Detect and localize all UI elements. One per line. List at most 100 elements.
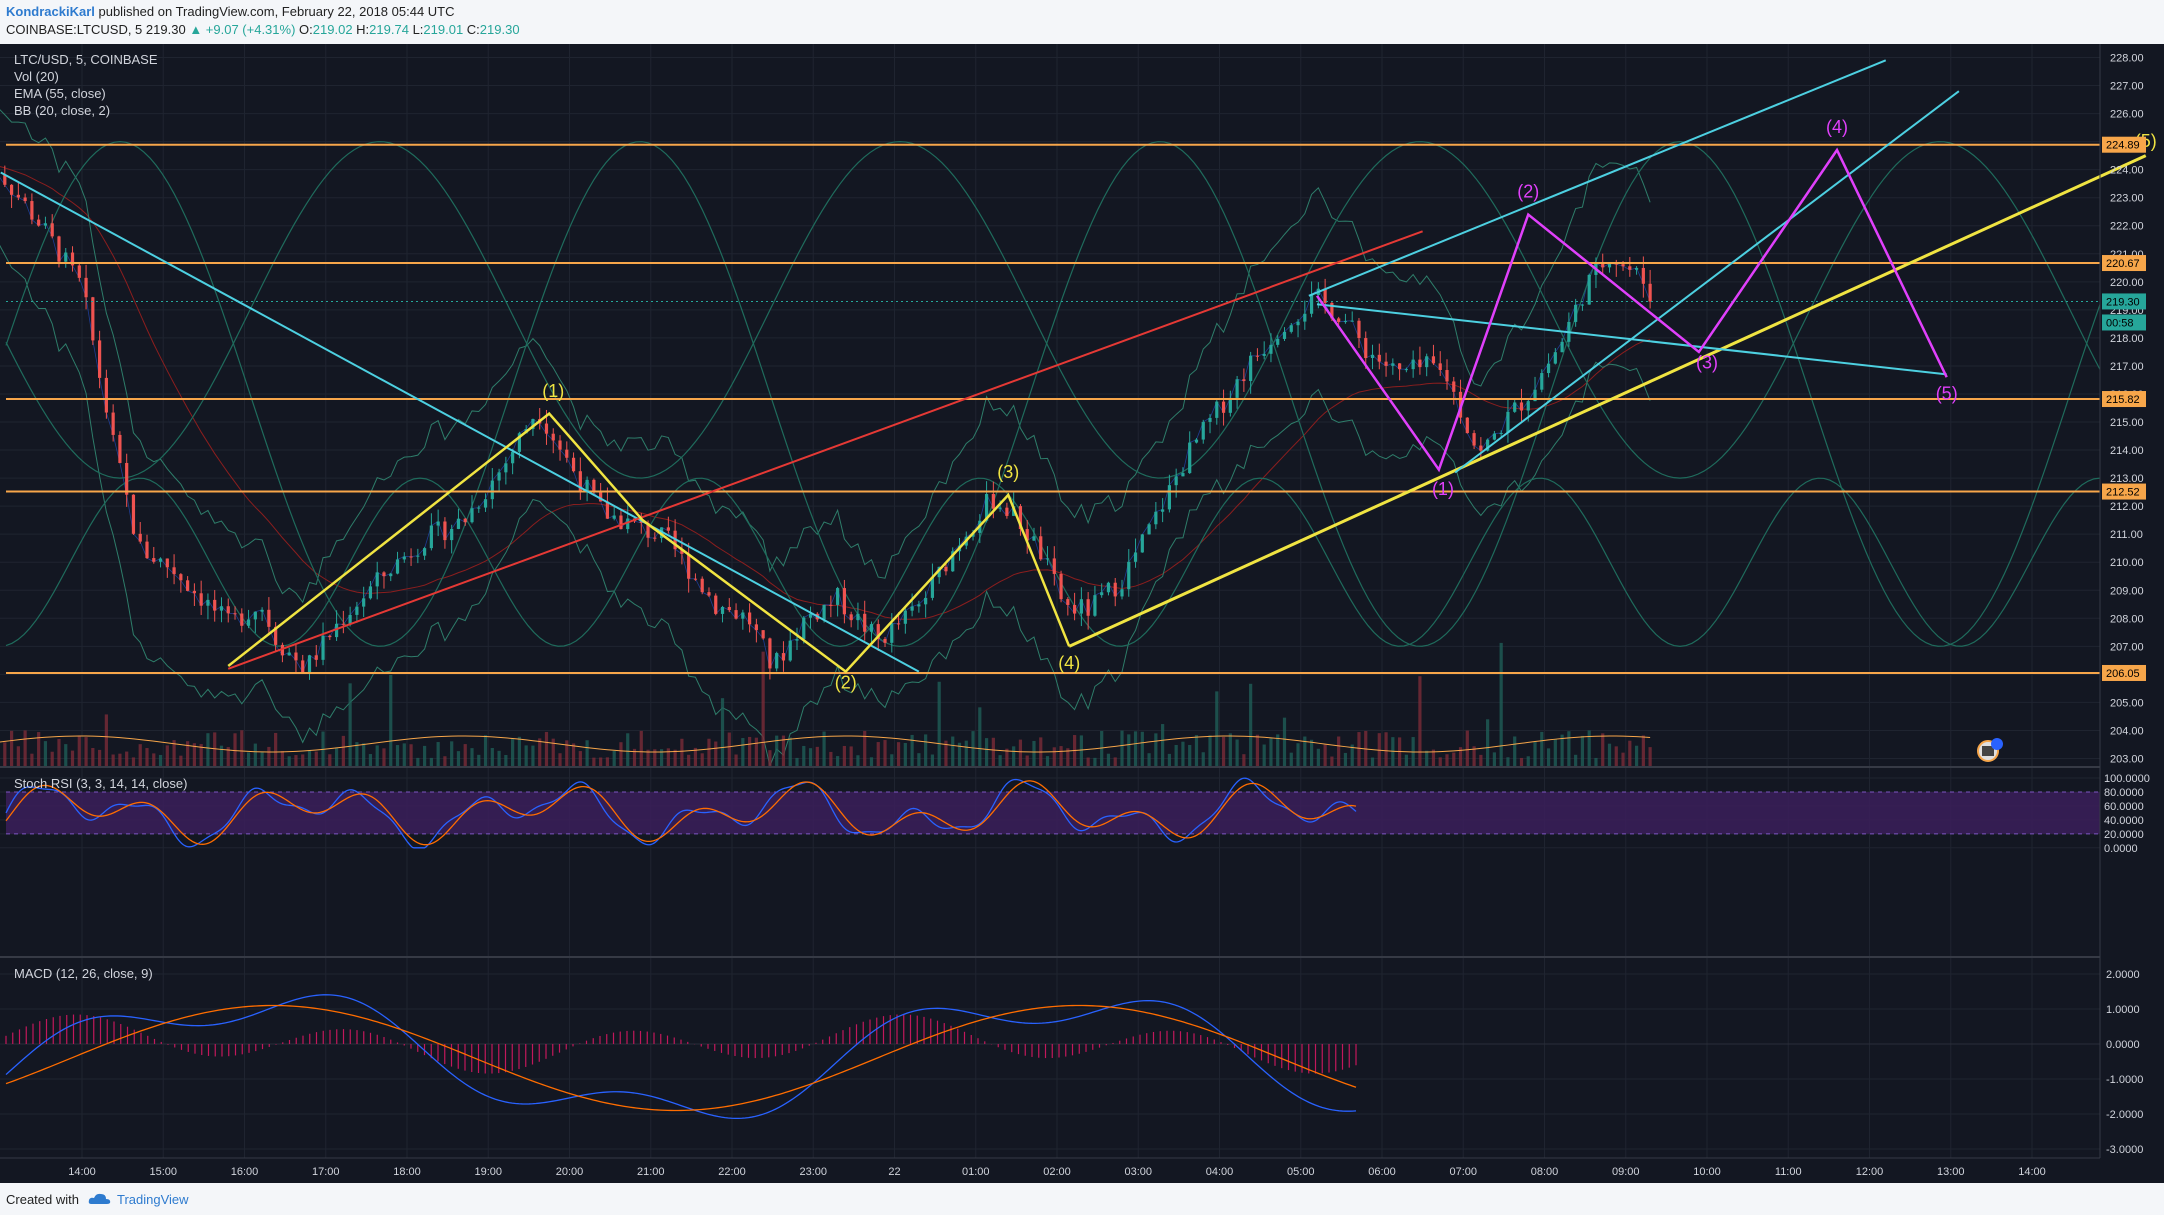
red-trend-line [227,230,1423,670]
candle-body [280,644,285,656]
rsi-axis[interactable]: 100.0000 80.0000 60.0000 40.0000 20.0000 0.00… [2104,773,2150,855]
volume-bar [612,750,616,766]
candle-body [477,507,481,509]
chart-canvas[interactable]: (1)(2)(3)(4)(5)(1)(2)(3)(4)(5) 228.00227… [0,44,2164,1183]
candle-body [301,660,305,673]
candle-body [219,606,224,611]
volume-bar [1431,749,1436,766]
stoch-d-line [5,780,1357,846]
wave-label-magenta: (1) [1432,479,1454,499]
volume-bar [443,756,447,766]
rsi-tick: 40.0000 [2104,815,2144,827]
candle-body [1106,582,1111,593]
volume-bar [924,734,928,766]
low-value: 219.01 [423,22,464,37]
candle-body [761,630,765,639]
volume-bar [1614,746,1618,766]
price-tag-label: 220.67 [2106,258,2140,270]
candle-body [334,623,339,638]
candle-body [1120,589,1124,597]
volume-bar [1093,757,1097,766]
volume-bar [9,730,14,766]
volume-bar [951,736,955,766]
trend-drawings[interactable] [0,59,2147,674]
candle-body [1391,363,1395,366]
volume-bar [1255,734,1260,766]
price-tick: 220.00 [2110,277,2144,289]
ohlc-line: COINBASE:LTCUSD, 5 219.30 ▲ +9.07 (+4.31… [6,22,520,37]
tradingview-link[interactable]: TradingView [117,1192,189,1207]
candle-body [165,558,169,568]
volume-bar [1580,735,1585,766]
volume-bar [1221,736,1226,766]
macd-line [5,994,1357,1120]
volume-bar [632,748,637,766]
volume-bar [483,735,488,766]
volume-bar [1574,754,1578,766]
candle-body [16,194,20,198]
price-tag [2102,391,2146,408]
candle-body [158,558,163,562]
volume-bar [145,748,149,766]
ema-line [0,166,1651,620]
volume-bar [1133,731,1138,766]
volume-bar [1492,752,1496,766]
created-with-label: Created with [6,1192,79,1207]
candle-body [1411,359,1415,370]
events-badge[interactable] [1977,738,2003,762]
rsi-title: Stoch RSI (3, 3, 14, 14, close) [14,776,187,791]
candle-body [321,635,325,660]
volume-ma-line [0,735,1651,753]
candle-body [714,595,718,614]
candle-body [30,201,34,220]
volume-bar [1059,746,1063,766]
rsi-tick: 80.0000 [2104,787,2144,799]
candle-body [822,604,826,620]
macd-tick: -3.0000 [2106,1144,2143,1156]
candle-body [687,553,691,579]
candle-body [605,501,610,519]
candle-body [693,578,698,580]
candle-body [416,555,420,557]
candle-body [700,578,704,593]
volume-bar [301,754,305,766]
volume-bar [287,756,291,766]
volume-bar [944,740,948,766]
volume-bar [274,732,278,766]
candle-body [1045,558,1050,560]
volume-bar [1540,731,1544,766]
candle-body [890,623,894,643]
price-tick: 228.00 [2110,53,2144,65]
volume-bar [754,737,758,766]
volume-bar [511,738,515,766]
open-value: 219.02 [312,22,353,37]
volume-bar [1445,754,1449,766]
volume-bar [1465,730,1469,766]
candle-body [186,580,190,591]
time-axis[interactable]: 14:00 15:00 16:00 17:00 18:00 19:00 20:00 21:00… [68,1166,2046,1178]
price-axis[interactable]: 228.00227.00226.00225.00224.00223.00222.… [2102,53,2146,766]
volume-bar [1458,747,1463,766]
volume-bar [836,756,840,766]
volume-bar [558,753,562,766]
candle-body [991,493,995,509]
candle-body [734,610,738,619]
volume-bar [653,749,657,766]
price-tick: 218.00 [2110,333,2144,345]
candle-body [118,434,122,463]
volume-bar [1086,757,1090,766]
candle-body [1167,485,1171,510]
horizontal-levels[interactable] [6,143,2100,674]
author-link[interactable]: KondrackiKarl [6,4,95,19]
candle-body [558,440,562,450]
time-tick: 11:00 [1775,1166,1802,1178]
indicator-legend[interactable]: LTC/USD, 5, COINBASE Vol (20) EMA (55, clo… [14,52,187,981]
macd-axis[interactable]: 2.0000 1.0000 0.0000 -1.0000 -2.0000 -3.0000 [2106,969,2143,1156]
candle-body [1370,354,1375,358]
candle-body [727,606,731,611]
candle-body [836,588,840,605]
volume-bar [802,745,806,766]
volume-bar [1370,757,1375,766]
candle-body [639,521,643,523]
volume-bar [829,751,833,766]
